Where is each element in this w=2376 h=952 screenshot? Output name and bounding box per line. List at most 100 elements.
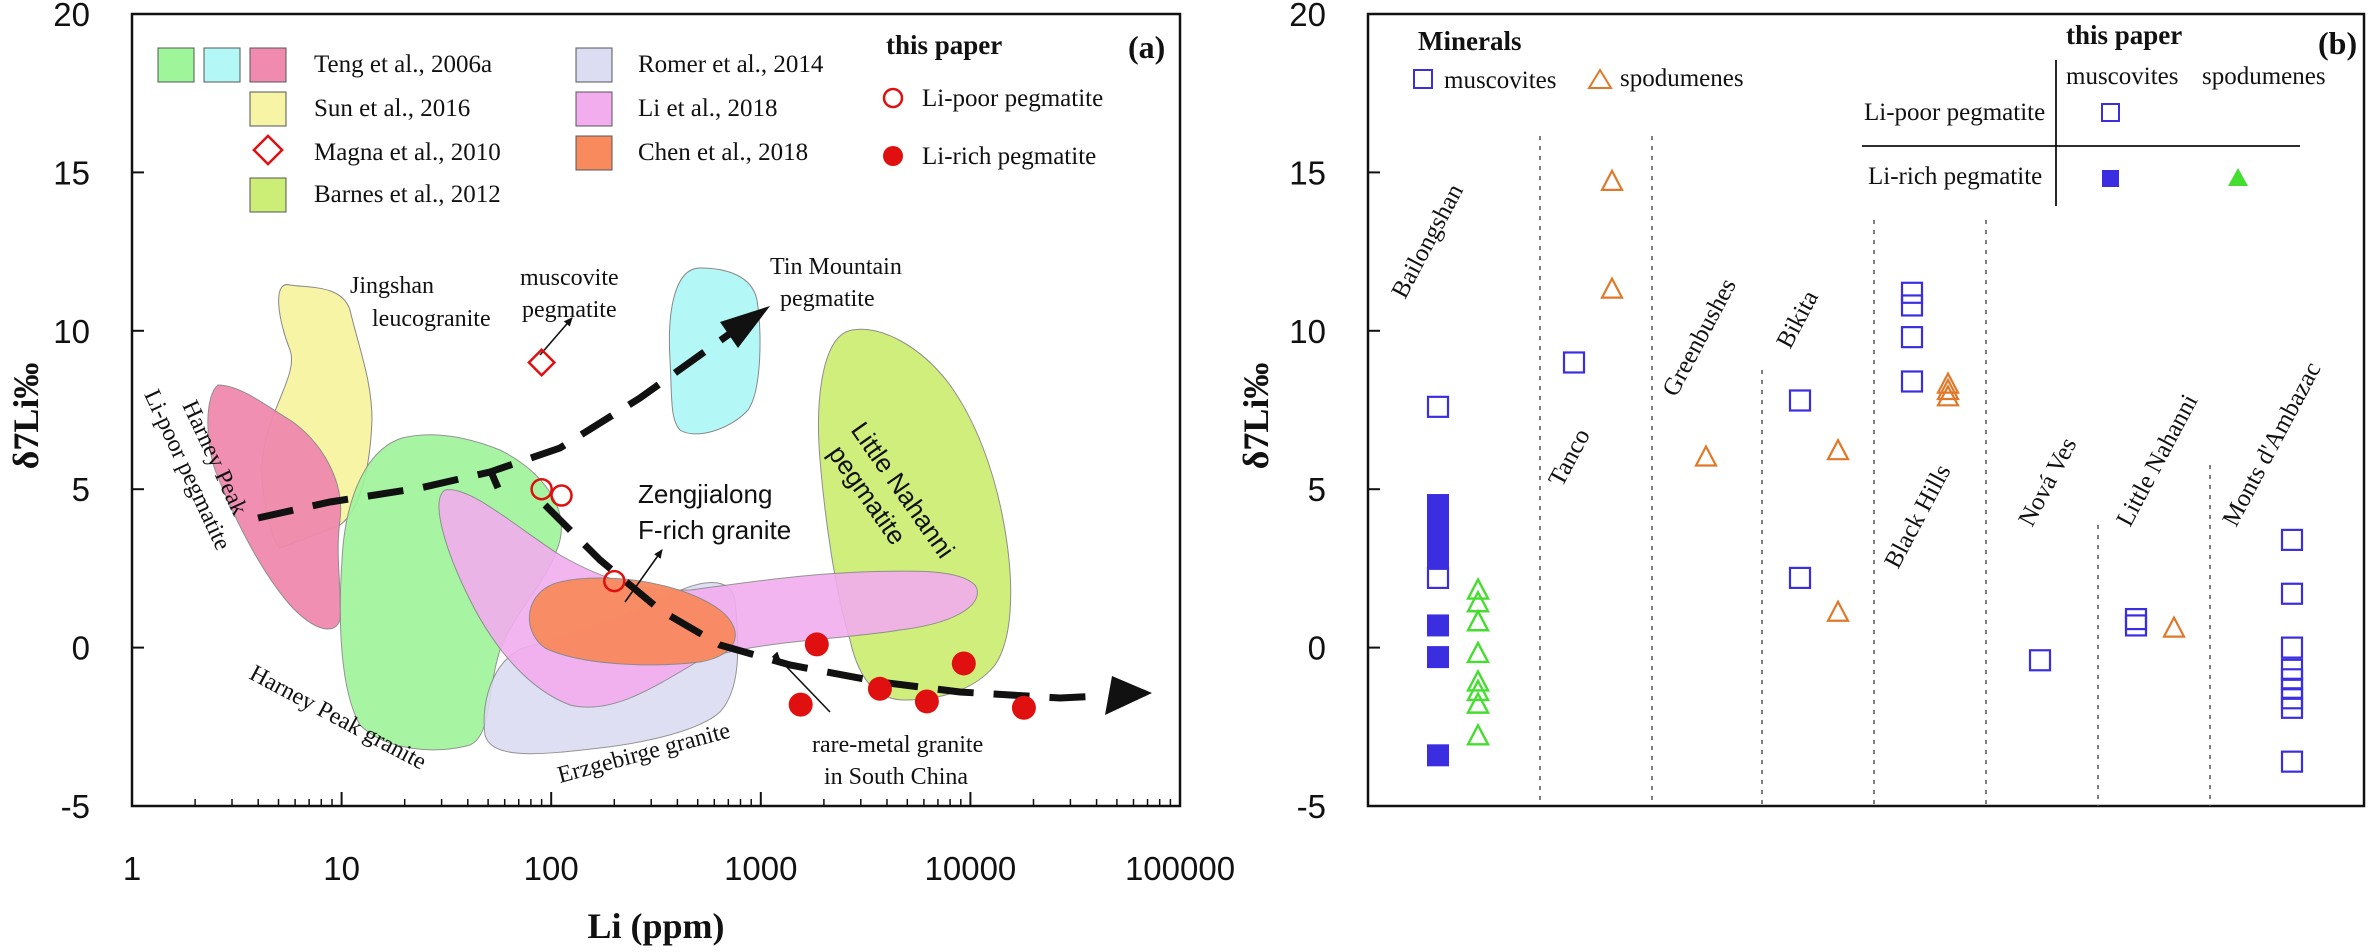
legend-a: Teng et al., 2006a Sun et al., 2016 Magn… [157, 30, 1103, 213]
category-label: Tanco [1543, 425, 1595, 491]
point-muscovite [2280, 696, 2304, 719]
point-li-rich [1011, 695, 1036, 720]
panel-a-points [527, 347, 1036, 720]
category-label: Bailongshan [1386, 179, 1469, 302]
legend-sun: Sun et al., 2016 [314, 95, 470, 122]
y-tick-label-b: -5 [1297, 788, 1326, 825]
category-label: Black Hills [1879, 460, 1956, 573]
point-muscovite [1900, 281, 1924, 304]
legend-li-rich: Li-rich pegmatite [922, 143, 1096, 170]
point-li-rich-spodumene [1466, 640, 1490, 664]
legend-marker-spodumenes [1587, 68, 1613, 89]
point-magna [527, 347, 557, 377]
point-muscovite [2280, 528, 2304, 551]
legend-barnes: Barnes et al., 2012 [314, 181, 501, 208]
legend-marker-li-rich [883, 146, 903, 166]
point-li-rich [788, 692, 813, 717]
legend-swatch-barnes [249, 177, 287, 213]
panel-a-axes: 1 10 100 1000 10000 100000 -5 0 5 10 15 20 [53, 0, 1235, 887]
y-tick-label-b: 20 [1289, 0, 1326, 33]
y-tick-label-a: 10 [53, 313, 90, 350]
legend-romer: Romer et al., 2014 [638, 51, 824, 78]
point-li-rich-spodumene [1466, 668, 1490, 692]
panel-b-label: (b) [2318, 25, 2357, 61]
point-li-rich-muscovite [1427, 646, 1449, 669]
point-muscovite [2028, 649, 2052, 672]
legend-row-li-rich: Li-rich pegmatite [1868, 163, 2042, 190]
point-spodumene [1600, 276, 1624, 299]
legend-swatch-li [575, 91, 613, 127]
annotation-muscovite-pegmatite: muscovite pegmatite [520, 265, 619, 323]
y-tick-label-a: 15 [53, 154, 90, 191]
point-spodumene [2162, 615, 2186, 638]
x-tick-label: 100000 [1125, 850, 1235, 887]
point-li-poor [603, 569, 626, 593]
point-muscovite [1900, 370, 1924, 393]
point-li-rich-spodumene [1466, 691, 1490, 714]
legend-magna: Magna et al., 2010 [314, 139, 501, 166]
annotation-jingshan: Jingshan leucogranite [350, 273, 491, 332]
legend-this-paper-title-b: this paper [2066, 20, 2182, 50]
x-tick-label: 1 [123, 850, 141, 887]
point-muscovite [2124, 614, 2148, 637]
point-li-rich-muscovite [1427, 547, 1449, 570]
legend-row-li-poor: Li-poor pegmatite [1864, 99, 2045, 126]
point-muscovite [1426, 566, 1450, 590]
point-spodumene [1826, 599, 1850, 622]
legend-marker-rich-spod [2228, 168, 2248, 186]
legend-swatch-teng-pink [249, 47, 287, 83]
point-li-rich [914, 689, 939, 714]
field-teng-cyan [668, 267, 761, 435]
point-li-rich [867, 676, 892, 701]
legend-marker-magna [252, 134, 284, 166]
panel-b-dividers [1539, 136, 2211, 806]
point-li-rich [951, 651, 976, 676]
category-label: Little Nahanni [2111, 390, 2203, 531]
point-muscovite [2280, 750, 2304, 773]
legend-teng: Teng et al., 2006a [314, 51, 492, 78]
annotation-rare-metal: rare-metal granite in South China [812, 732, 983, 790]
legend-swatch-romer [575, 47, 613, 83]
point-li-poor [550, 484, 573, 507]
legend-swatch-sun [249, 91, 287, 127]
point-spodumene [1826, 437, 1850, 461]
legend-swatch-chen [575, 135, 613, 171]
category-label: Nová Ves [2013, 433, 2082, 530]
legend-li-poor: Li-poor pegmatite [922, 85, 1103, 112]
legend-col-muscovites: muscovites [2066, 63, 2179, 90]
point-li-rich-spodumene [1466, 576, 1490, 600]
x-axis-title: Li (ppm) [587, 906, 724, 946]
annotation-zengjialong: Zengjialong F-rich granite [638, 479, 791, 545]
legend-marker-li-poor [882, 87, 904, 109]
plot-a-frame [130, 12, 1182, 808]
x-tick-label: 10000 [925, 850, 1017, 887]
y-tick-label-b: 0 [1308, 630, 1326, 667]
y-tick-label-b: 5 [1308, 471, 1326, 508]
legend-this-paper-title-a: this paper [886, 30, 1002, 60]
point-muscovite [1562, 351, 1586, 374]
legend-minerals-title: Minerals [1418, 26, 1521, 56]
point-spodumene [1936, 371, 1960, 394]
point-muscovite [2280, 636, 2304, 659]
category-label: Bikita [1771, 286, 1824, 353]
panel-b-points [1426, 168, 2304, 773]
legend-marker-muscovites [1413, 69, 1433, 89]
point-muscovite [2280, 582, 2304, 605]
point-spodumene [1600, 168, 1624, 192]
y-axis-title-a: δ7Li‰ [6, 363, 46, 470]
point-spodumene [1936, 383, 1960, 407]
y-tick-label-a: 5 [72, 471, 90, 508]
legend-swatch-teng-cyan [203, 47, 241, 83]
legend-b: Minerals muscovites spodumenes this pape… [1413, 20, 2326, 206]
point-muscovite [1900, 326, 1924, 349]
point-muscovite [1788, 389, 1812, 412]
plot-b-frame [1366, 12, 2366, 808]
y-tick-label-a: -5 [61, 788, 90, 825]
point-li-rich-muscovite [1427, 744, 1449, 767]
